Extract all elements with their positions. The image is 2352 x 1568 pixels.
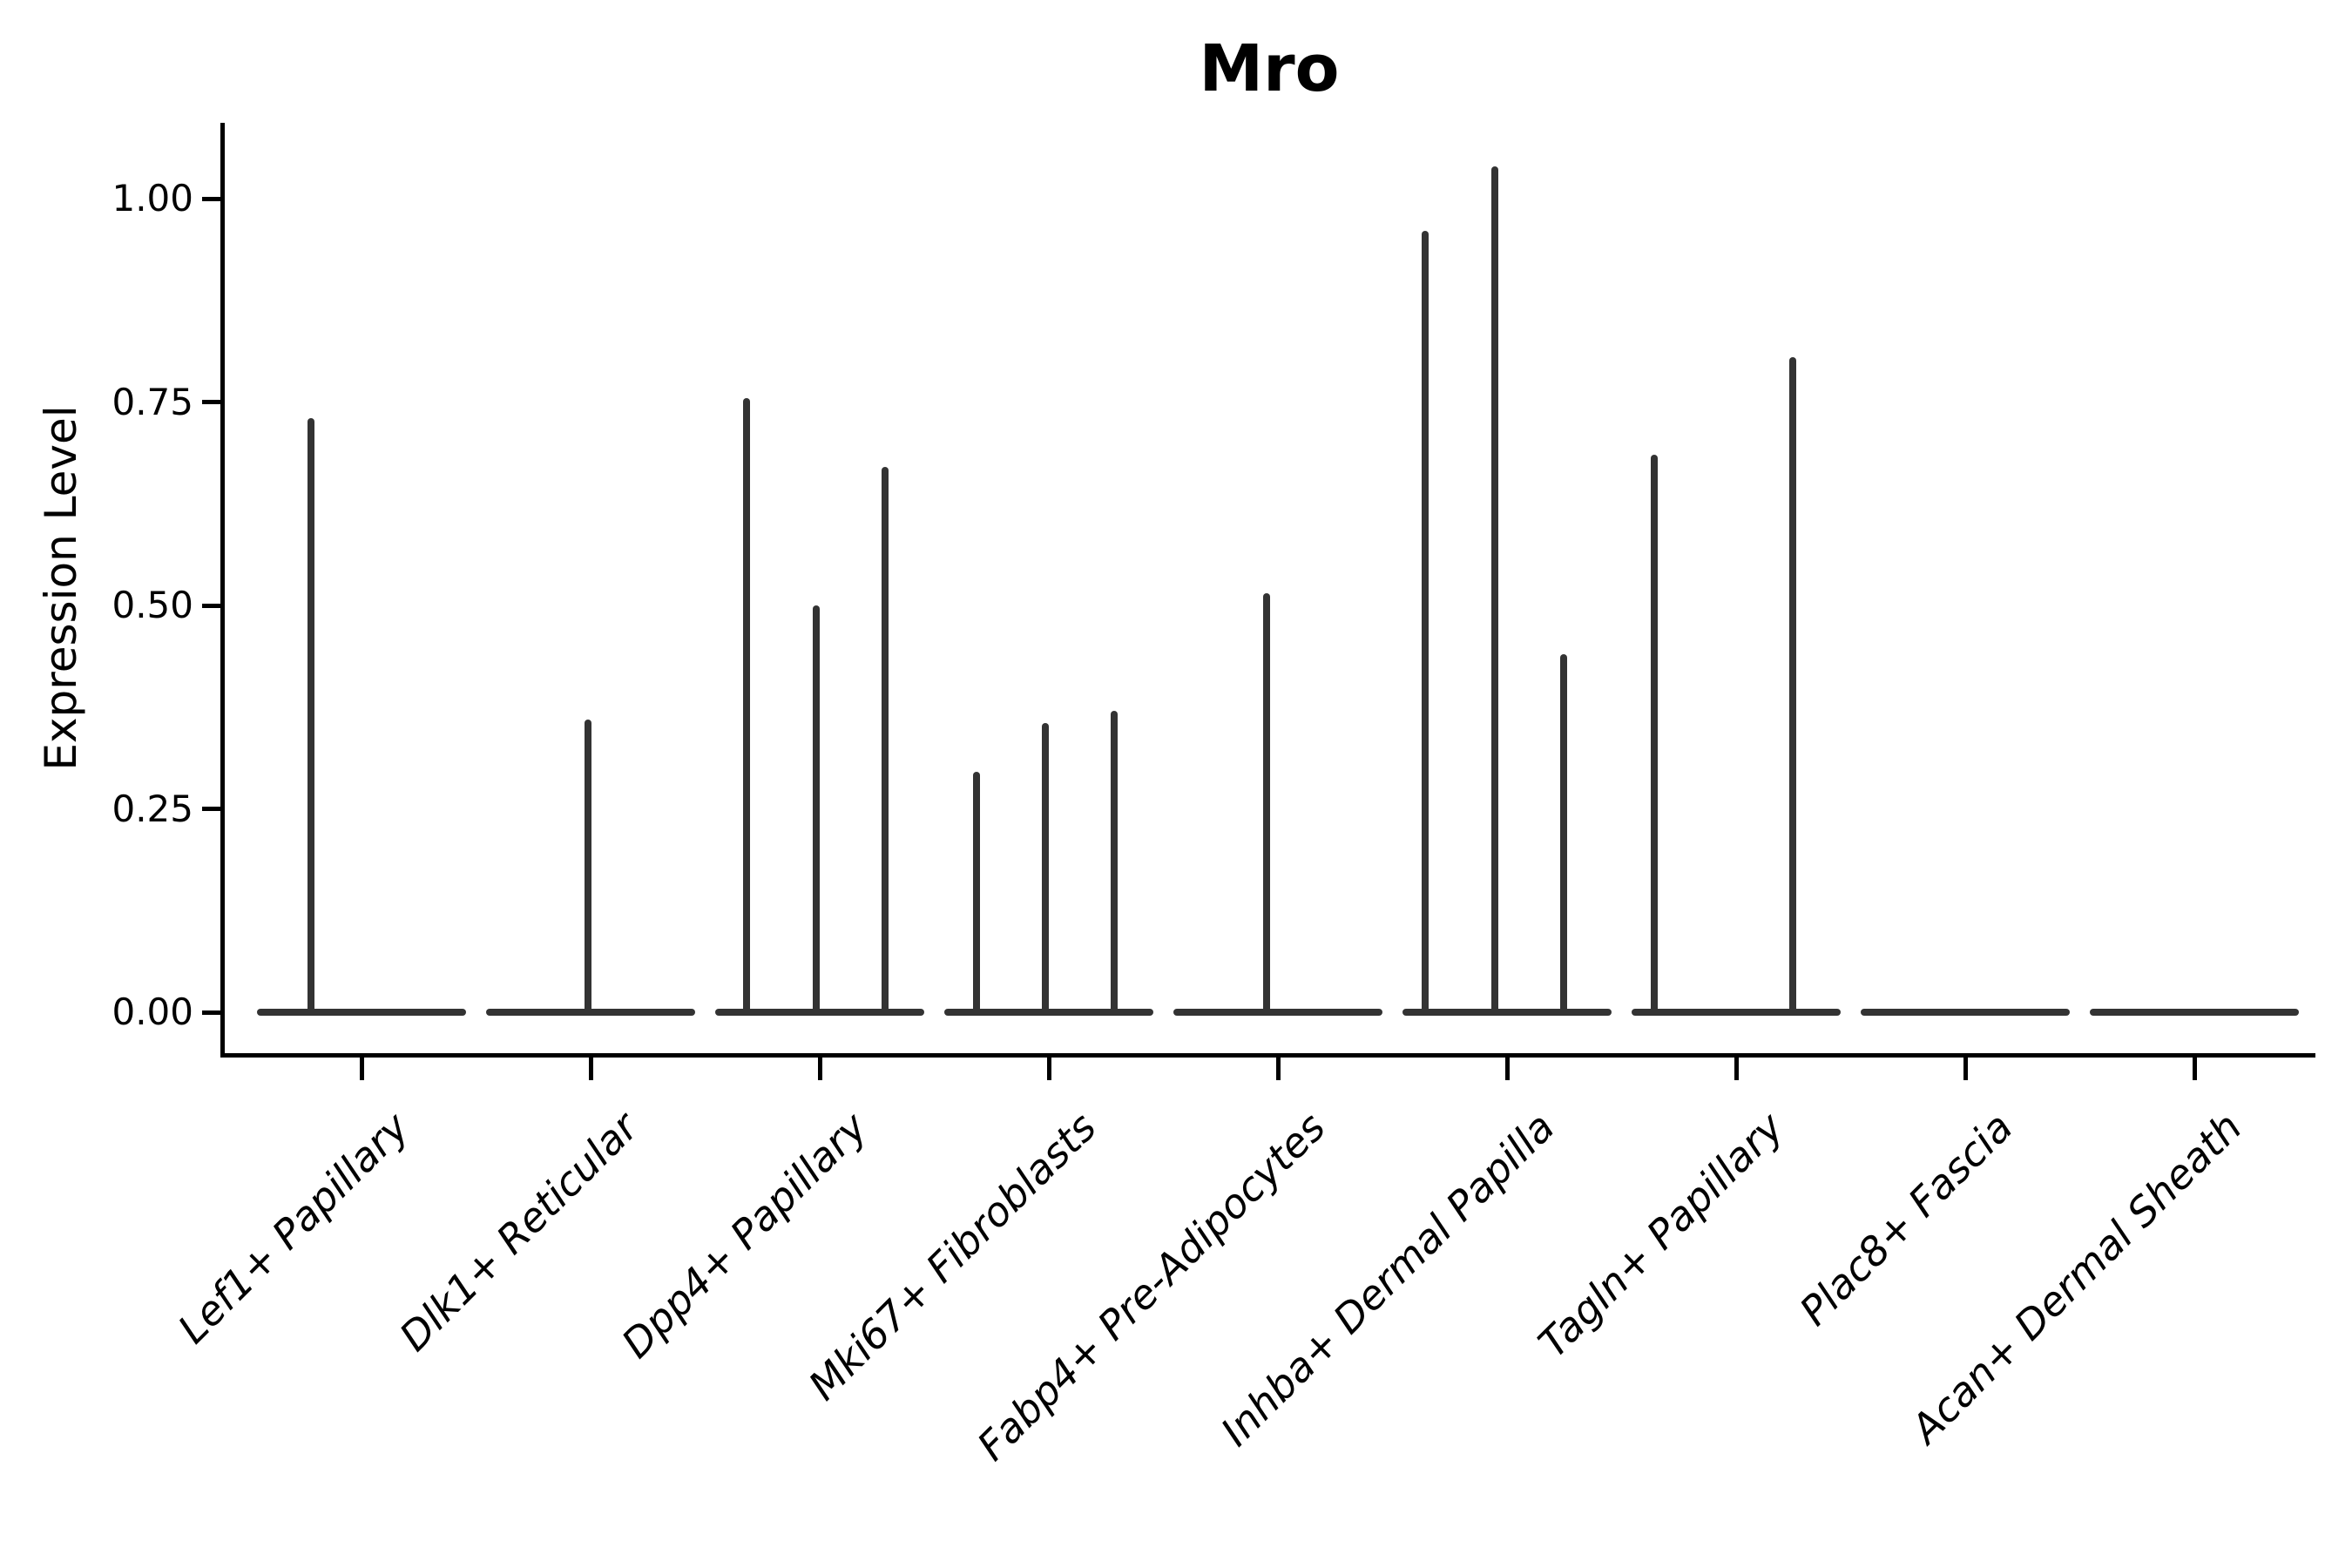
violin-spike (1042, 723, 1049, 1012)
violin-baseline (715, 1009, 924, 1016)
violin-spike (1560, 654, 1567, 1012)
y-tick-mark (202, 807, 225, 811)
violin-spike (1491, 166, 1498, 1012)
y-tick-mark (202, 1010, 225, 1015)
violin-baseline (1402, 1009, 1612, 1016)
x-tick-mark (817, 1056, 822, 1080)
violin-spike (743, 397, 750, 1012)
x-tick-label: Lef1+ Papillary (168, 1103, 418, 1353)
x-tick-mark (1963, 1056, 1968, 1080)
x-tick-mark (2192, 1056, 2197, 1080)
y-tick-mark (202, 603, 225, 608)
x-tick-mark (588, 1056, 593, 1080)
y-tick-mark (202, 196, 225, 201)
violin-spike (1263, 592, 1270, 1012)
x-tick-mark (1275, 1056, 1281, 1080)
y-tick-label: 0.25 (112, 787, 193, 830)
x-tick-mark (1734, 1056, 1739, 1080)
violin-spike (973, 772, 980, 1012)
violin-baseline (257, 1009, 466, 1016)
x-tick-mark (359, 1056, 364, 1080)
y-tick-label: 0.75 (112, 380, 193, 423)
y-tick-label: 0.00 (112, 990, 193, 1033)
violin-baseline (2090, 1009, 2299, 1016)
violin-spike (1789, 357, 1796, 1012)
x-tick-mark (1504, 1056, 1510, 1080)
violin-spike (308, 418, 314, 1012)
y-tick-mark (202, 400, 225, 404)
y-tick-label: 0.50 (112, 584, 193, 626)
violin-baseline (944, 1009, 1153, 1016)
violin-spike (1422, 231, 1429, 1012)
y-tick-label: 1.00 (112, 177, 193, 220)
x-tick-mark (1046, 1056, 1051, 1080)
y-axis-spine (220, 123, 225, 1058)
violin-spike (1111, 711, 1118, 1012)
violin-baseline (486, 1009, 695, 1016)
violin-spike (882, 467, 889, 1012)
x-axis-spine (220, 1053, 2315, 1058)
violin-baseline (1632, 1009, 1841, 1016)
violin-baseline (1173, 1009, 1382, 1016)
violin-baseline (1861, 1009, 2070, 1016)
plot-title: Mro (1199, 31, 1340, 106)
violin-spike (813, 605, 820, 1012)
violin-spike (1651, 455, 1658, 1012)
violin-spike (585, 719, 591, 1012)
